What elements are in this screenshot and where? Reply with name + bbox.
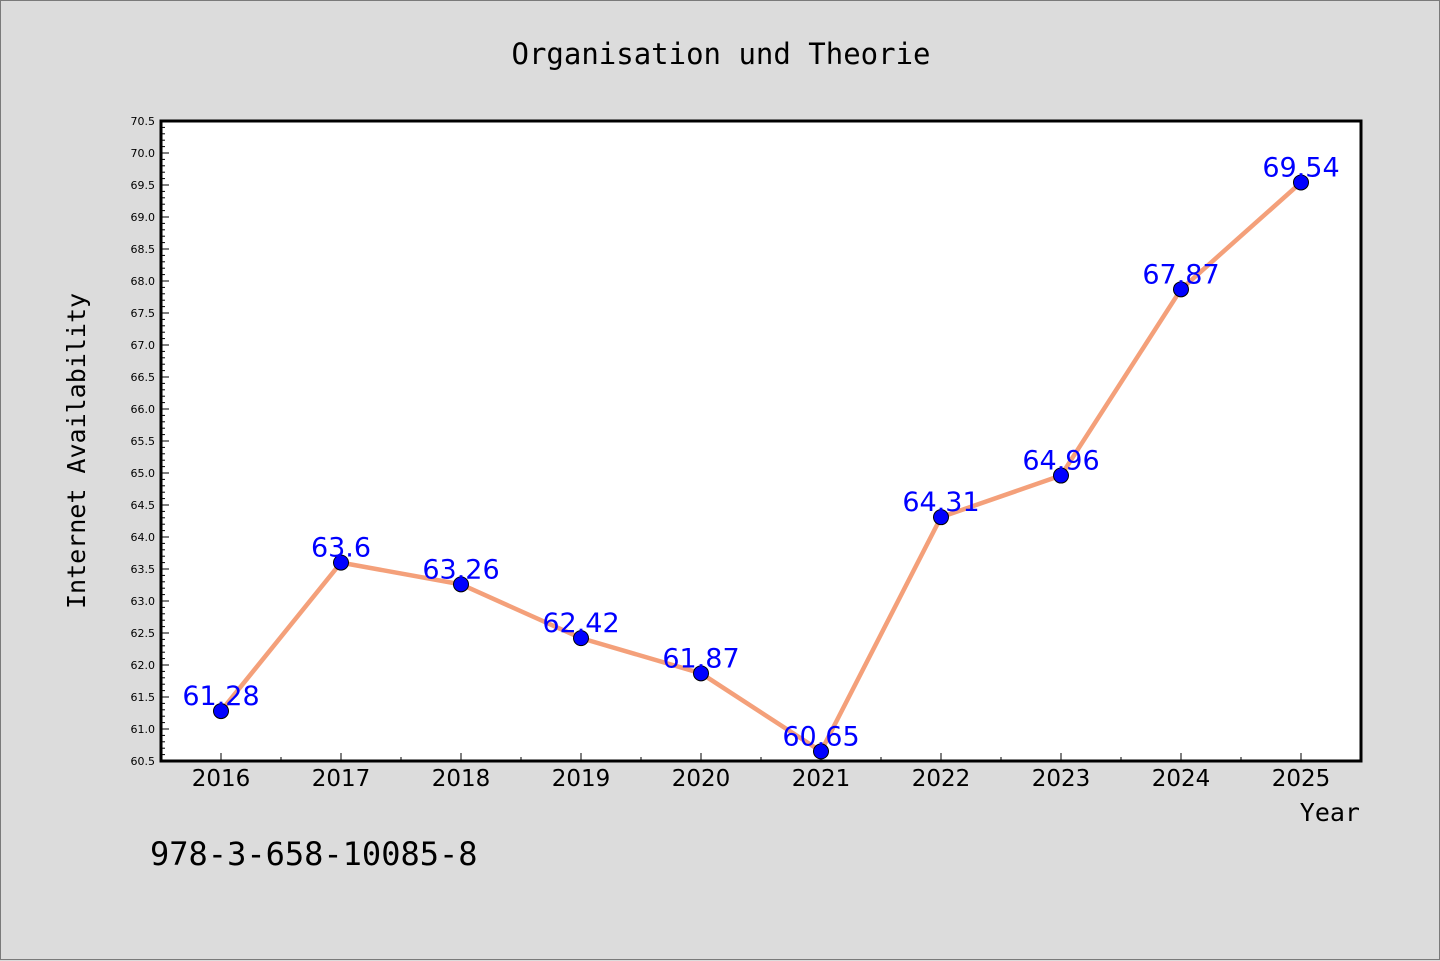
data-label: 63.26 [422,554,499,585]
data-point [213,703,229,720]
data-point [693,665,709,682]
y-tick-label: 62.0 [131,659,156,672]
x-tick-label: 2018 [432,766,491,792]
y-tick-label: 65.0 [131,467,156,480]
x-axis-title: Year [1300,798,1360,827]
x-tick-label: 2020 [672,766,731,792]
y-tick-label: 62.5 [131,627,156,640]
series-line [218,180,1304,754]
y-tick-label: 66.5 [131,371,156,384]
data-label: 67.87 [1142,259,1219,290]
isbn-footer: 978-3-658-10085-8 [150,835,478,873]
y-axis: 60.5 61.0 61.5 62.0 62.5 63.0 63.5 64.0 64.5 65.0… [131,115,169,768]
data-point [1293,174,1309,191]
chart-title: Organisation und Theorie [511,37,930,71]
data-label: 61.87 [662,643,739,674]
y-tick-label: 68.5 [131,243,156,256]
data-point [813,743,829,760]
series-layer [213,174,1309,760]
x-tick-label: 2016 [192,766,251,792]
x-axis: 2016 2017 2018 2019 2020 2021 2022 2023 2024 2025 [160,753,1362,792]
y-tick-label: 67.0 [131,339,156,352]
data-labels-layer: 61.28 63.6 63.26 62.42 61.87 60.65 64.31 64.96 6… [182,152,1339,752]
data-point [573,630,589,647]
y-tick-label: 61.5 [131,691,156,704]
data-point [1053,467,1069,484]
y-tick-label: 63.0 [131,595,156,608]
y-tick-label: 61.0 [131,723,156,736]
y-tick-label: 64.0 [131,531,156,544]
data-label: 61.28 [182,681,259,712]
x-tick-label: 2023 [1032,766,1091,792]
y-tick-label: 69.5 [131,179,156,192]
data-point [933,509,949,526]
y-tick-label: 65.5 [131,435,156,448]
data-label: 60.65 [782,721,859,752]
data-label: 69.54 [1262,152,1339,183]
data-point [333,554,349,571]
y-tick-label: 67.5 [131,307,156,320]
x-tick-label: 2022 [912,766,971,792]
data-point [453,576,469,593]
y-tick-label: 66.0 [131,403,156,416]
y-tick-label: 63.5 [131,563,156,576]
y-tick-label: 68.0 [131,275,156,288]
data-label: 63.6 [311,533,371,564]
plot-area [159,119,1363,763]
data-point [1173,281,1189,298]
x-tick-label: 2021 [792,766,851,792]
data-label: 62.42 [542,608,619,639]
y-tick-label: 70.0 [131,147,156,160]
data-label: 64.31 [902,487,979,518]
y-tick-label: 69.0 [131,211,156,224]
y-tick-label: 64.5 [131,499,156,512]
y-axis-title: Internet Availability [62,293,91,609]
x-tick-label: 2024 [1152,766,1211,792]
y-tick-label: 60.5 [131,755,156,768]
data-label: 64.96 [1022,446,1099,477]
x-tick-label: 2019 [552,766,611,792]
x-tick-label: 2017 [312,766,371,792]
x-tick-label: 2025 [1272,766,1331,792]
y-tick-label: 70.5 [131,115,156,128]
